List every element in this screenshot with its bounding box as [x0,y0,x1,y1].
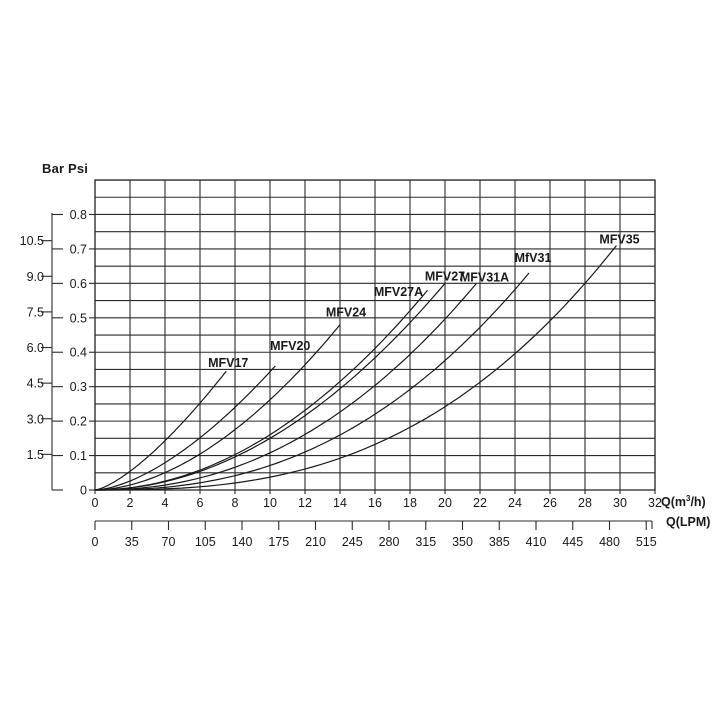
curve-MFV31A [95,283,477,491]
curve-label-MFV31A: MFV31A [460,270,509,284]
lpm-tick-label: 515 [636,535,657,549]
curve-label-MFV27: MFV27 [425,269,465,283]
x-tick-label-m3h: 22 [473,496,487,510]
psi-axis-header: Psi [68,161,89,176]
x-tick-label-m3h: 28 [578,496,592,510]
x-tick-label-m3h: 4 [162,496,169,510]
curve-MFV35 [95,245,617,491]
x-tick-label-m3h: 14 [333,496,347,510]
x-axis-unit-m3h: Q(m3/h) [661,493,706,509]
psi-tick-label: 7.5 [27,305,44,319]
x-axis-unit-lpm: Q(LPM) [666,515,711,529]
lpm-tick-label: 385 [489,535,510,549]
lpm-tick-label: 70 [162,535,176,549]
lpm-tick-label: 480 [599,535,620,549]
psi-tick-label: 4.5 [27,377,44,391]
psi-tick-label: 10.5 [20,234,44,248]
lpm-tick-label: 105 [195,535,216,549]
x-tick-label-m3h: 26 [543,496,557,510]
bar-tick-label: 0 [80,484,87,498]
curve-MFV17 [94,370,227,491]
psi-tick-label: 3.0 [27,412,44,426]
lpm-tick-label: 210 [305,535,326,549]
x-tick-label-m3h: 18 [403,496,417,510]
curve-label-MFV20: MFV20 [270,339,310,353]
curve-MfV31 [95,272,530,491]
x-tick-label-m3h: 6 [197,496,204,510]
lpm-tick-label: 245 [342,535,363,549]
cubed-superscript: 3 [686,493,691,503]
x-tick-label-m3h: 30 [613,496,627,510]
lpm-tick-label: 350 [452,535,473,549]
bar-tick-label: 0.1 [70,449,87,463]
bar-tick-label: 0.5 [70,311,87,325]
curve-label-MFV17: MFV17 [208,356,248,370]
psi-tick-label: 6.0 [27,341,44,355]
curve-MFV20 [94,365,276,491]
bar-axis-header: Bar [42,161,65,176]
x-tick-label-m3h: 12 [298,496,312,510]
lpm-tick-label: 140 [232,535,253,549]
bar-tick-label: 0.8 [70,208,87,222]
lpm-tick-label: 175 [268,535,289,549]
lpm-tick-label: 0 [92,535,99,549]
x-tick-label-m3h: 20 [438,496,452,510]
lpm-tick-label: 35 [125,535,139,549]
psi-tick-label: 1.5 [27,448,44,462]
x-tick-label-m3h: 2 [127,496,134,510]
x-tick-label-m3h: 32 [648,496,662,510]
lpm-tick-label: 410 [526,535,547,549]
curve-label-MFV35: MFV35 [599,232,639,246]
curve-label-MFV27A: MFV27A [374,285,423,299]
bar-tick-label: 0.4 [70,346,87,360]
curve-MFV27 [94,283,446,491]
x-tick-label-m3h: 16 [368,496,382,510]
bar-tick-label: 0.6 [70,277,87,291]
bar-tick-label: 0.7 [70,242,87,256]
lpm-tick-label: 280 [379,535,400,549]
lpm-tick-label: 315 [415,535,436,549]
curve-label-MFV24: MFV24 [326,306,366,320]
x-tick-label-m3h: 24 [508,496,522,510]
psi-tick-label: 9.0 [27,270,44,284]
bar-tick-label: 0.2 [70,415,87,429]
curve-MFV24 [94,324,341,491]
curve-label-MfV31: MfV31 [515,251,552,265]
bar-tick-label: 0.3 [70,380,87,394]
x-tick-label-m3h: 10 [263,496,277,510]
lpm-tick-label: 445 [562,535,583,549]
x-tick-label-m3h: 8 [232,496,239,510]
x-tick-label-m3h: 0 [92,496,99,510]
